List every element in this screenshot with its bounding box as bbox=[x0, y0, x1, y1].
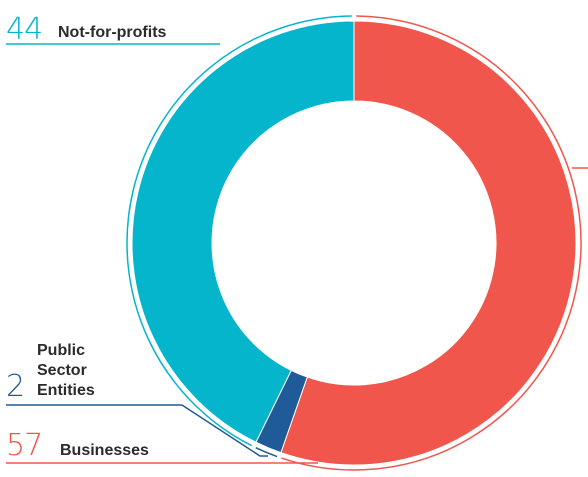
slice-not-for-profits bbox=[131, 20, 355, 443]
businesses-value: 57 bbox=[6, 428, 43, 463]
ring-public-sector-entities bbox=[255, 446, 278, 458]
public-sector-label-line2: Sector bbox=[37, 362, 87, 379]
public-sector-label-line1: Public bbox=[37, 342, 86, 359]
ring-not-for-profits bbox=[126, 15, 352, 447]
businesses-label: Businesses bbox=[60, 442, 149, 459]
donut-slices bbox=[131, 20, 577, 466]
not-for-profits-label: Not-for-profits bbox=[58, 24, 167, 41]
not-for-profits-value: 44 bbox=[6, 12, 43, 47]
leader-lines bbox=[6, 43, 588, 464]
public-sector-label-line3: Entities bbox=[37, 382, 95, 399]
leader-public-sector bbox=[6, 404, 268, 457]
slice-businesses bbox=[280, 20, 577, 466]
outer-rings bbox=[126, 15, 582, 471]
ring-businesses bbox=[281, 15, 582, 471]
public-sector-value: 2 bbox=[6, 369, 25, 404]
